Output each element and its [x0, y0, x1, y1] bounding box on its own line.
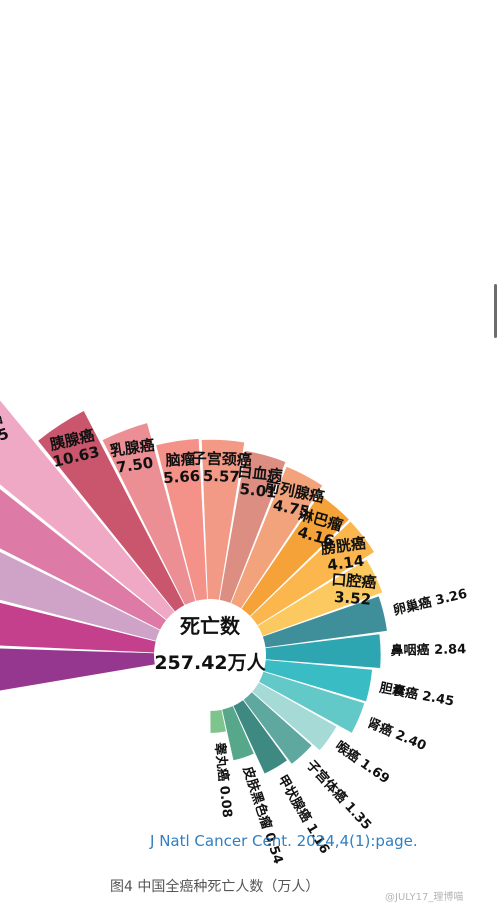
source-citation: J Natl Cancer Cent. 2024,4(1):page. [150, 832, 418, 850]
slice-5 [0, 400, 175, 620]
center-total: 257.42万人 [154, 652, 266, 674]
slice-name-14: 口腔癌 [331, 570, 377, 591]
slice-name-5: 食管癌 [0, 408, 5, 439]
slice-name-15: 卵巢癌 [391, 593, 437, 619]
slice-19 [252, 682, 337, 751]
slice-14 [257, 559, 383, 636]
slice-name-22: 皮肤黑色瘤 [239, 763, 276, 835]
slice-label-19: 喉癌 1.69 [332, 738, 392, 787]
slice-label-16: 鼻咽癌 2.84 [390, 641, 466, 659]
slice-value-23: 0.08 [216, 785, 234, 818]
slice-label-13: 膀胱癌4.14 [320, 534, 369, 575]
slice-name-13: 膀胱癌 [320, 534, 367, 558]
slice-18 [259, 671, 365, 733]
slice-value-19: 1.69 [357, 756, 392, 787]
slice-label-23: 睾丸癌 0.08 [212, 742, 236, 819]
slice-1 [0, 648, 155, 691]
slice-name-23: 睾丸癌 [212, 742, 233, 787]
slice-15 [262, 596, 387, 648]
slice-value-13: 4.14 [326, 552, 365, 575]
center-title: 死亡数 [180, 614, 241, 638]
slice-10 [219, 450, 286, 603]
slice-21 [233, 700, 287, 774]
slice-23 [210, 709, 226, 733]
slice-13 [250, 521, 375, 626]
slice-6 [38, 411, 185, 612]
watermark: @JULY17_理博喵 [385, 892, 464, 903]
slice-value-10: 5.01 [239, 480, 278, 502]
slice-label-7: 乳腺癌7.50 [109, 436, 159, 477]
slice-name-8: 脑瘤 [165, 450, 196, 470]
slice-20 [243, 692, 312, 764]
slice-value-14: 3.52 [333, 588, 371, 609]
slice-11 [231, 466, 323, 609]
slice-value-9: 5.57 [203, 467, 240, 486]
slice-value-16: 2.84 [434, 642, 466, 658]
figure-caption: 图4 中国全癌种死亡人数（万人） [110, 879, 320, 895]
slice-label-8: 脑瘤5.66 [162, 450, 201, 487]
slice-17 [263, 660, 373, 702]
slice-label-14: 口腔癌3.52 [330, 570, 378, 609]
slice-9 [201, 439, 245, 600]
slice-value-7: 7.50 [115, 453, 154, 476]
slice-name-21: 甲状腺癌 [275, 772, 317, 829]
slice-12 [241, 494, 349, 616]
slice-label-10: 白血病5.01 [235, 462, 284, 502]
slice-4 [0, 489, 167, 630]
slice-8 [156, 438, 208, 601]
slice-label-17: 胆囊癌 2.45 [378, 679, 455, 709]
slice-name-20: 子宫体癌 [303, 757, 353, 809]
slice-value-17: 2.45 [421, 688, 455, 709]
slice-label-9: 子宫颈癌5.57 [191, 449, 252, 486]
slice-name-17: 胆囊癌 [378, 679, 424, 703]
slice-label-5: 食管癌18.75 [0, 408, 11, 456]
slice-label-18: 肾癌 2.40 [365, 714, 429, 753]
slice-value-20: 1.35 [342, 799, 375, 833]
slice-7 [102, 423, 196, 605]
center-disc [158, 603, 262, 707]
slice-label-15: 卵巢癌 3.26 [391, 585, 468, 618]
slice-name-10: 白血病 [237, 462, 284, 485]
slice-name-16: 鼻咽癌 [390, 641, 434, 658]
slice-value-15: 3.26 [434, 586, 469, 608]
slice-22 [222, 706, 254, 761]
slice-2 [0, 602, 156, 653]
slice-16 [265, 634, 381, 669]
slice-value-8: 5.66 [163, 467, 201, 487]
slice-3 [0, 552, 160, 641]
slice-value-5: 18.75 [0, 424, 11, 456]
scrollbar-thumb[interactable] [494, 284, 497, 338]
slice-value-18: 2.40 [393, 727, 428, 753]
slice-name-9: 子宫颈癌 [192, 449, 252, 468]
